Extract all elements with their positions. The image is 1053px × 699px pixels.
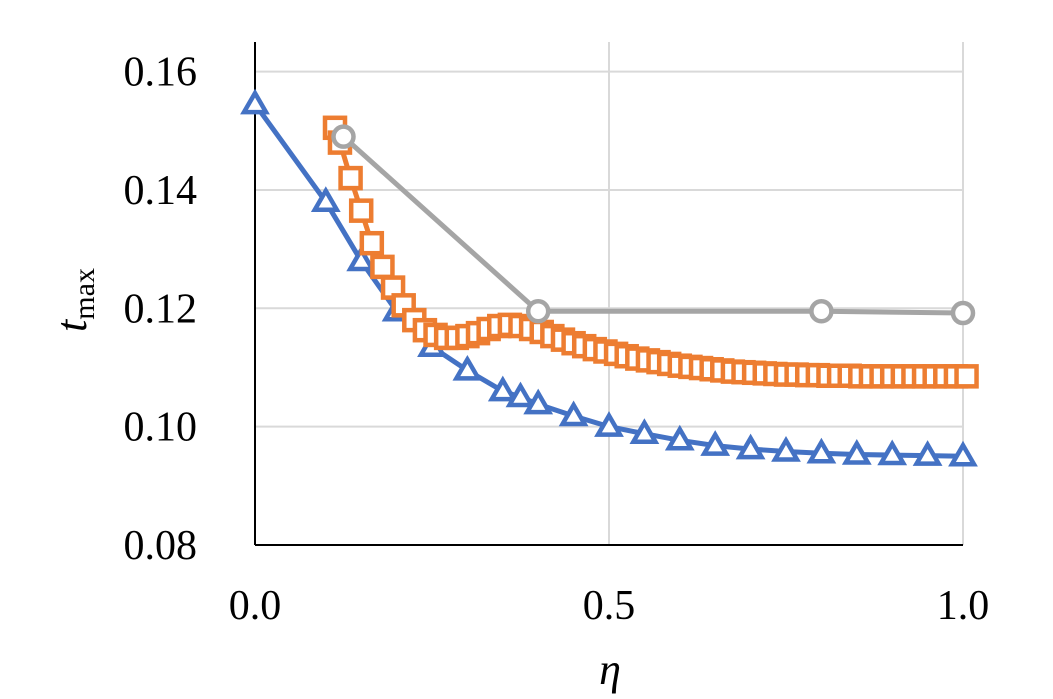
series-0-point-5 (452, 354, 483, 381)
series-2-point-3 (950, 300, 976, 326)
series-0-point-12 (664, 424, 695, 451)
series-0-point-19 (912, 440, 943, 466)
series-2-point-2 (809, 299, 834, 324)
series-0-point-15 (771, 436, 801, 462)
series-0-point-1 (310, 186, 341, 213)
x-tick-label-2: 1.0 (937, 583, 990, 629)
series-0-point-18 (877, 439, 908, 466)
series-0-point-8 (523, 388, 554, 415)
series-0-point-7 (505, 381, 536, 408)
series-0 (240, 88, 978, 467)
series-1-point-60 (954, 364, 979, 389)
series-0-point-0 (240, 88, 270, 115)
series-0-point-10 (594, 411, 624, 437)
series-group (240, 88, 979, 467)
y-axis-title-sub: max (68, 268, 101, 320)
series-1-point-4 (359, 230, 385, 256)
series-1 (322, 115, 979, 389)
series-0-point-20 (948, 440, 978, 467)
series-0-point-6 (487, 375, 518, 402)
y-tick-label-3: 0.14 (124, 168, 198, 214)
y-axis-title: tmax (47, 268, 101, 332)
series-1-point-3 (348, 198, 374, 223)
x-tick-label-1: 0.5 (583, 583, 636, 629)
y-tick-label-4: 0.16 (124, 50, 198, 96)
x-tick-label-0: 0.0 (229, 583, 282, 629)
series-0-point-17 (841, 438, 872, 465)
series-0-point-9 (558, 400, 589, 427)
series-2-point-1 (525, 299, 551, 324)
series-0-point-11 (629, 418, 660, 444)
axes (254, 42, 963, 546)
y-tick-label-0: 0.08 (124, 523, 198, 569)
series-2-line (341, 134, 964, 316)
series-2 (331, 124, 976, 326)
series-0-point-13 (700, 430, 731, 456)
series-0-point-14 (735, 433, 766, 460)
y-tick-label-2: 0.12 (124, 286, 198, 332)
y-axis-title-main: t (47, 318, 96, 332)
x-axis-title: η (599, 645, 621, 694)
series-1-point-2 (338, 165, 363, 191)
series-0-point-2 (346, 245, 377, 272)
tick-labels: 0.08 0.10 0.12 0.14 0.16 0.0 0.5 1.0 (124, 50, 990, 629)
grid-lines (255, 42, 964, 545)
series-0-point-16 (806, 437, 837, 464)
y-tick-label-1: 0.10 (124, 405, 198, 451)
series-1-point-5 (370, 254, 395, 280)
series-2-point-0 (331, 124, 356, 149)
